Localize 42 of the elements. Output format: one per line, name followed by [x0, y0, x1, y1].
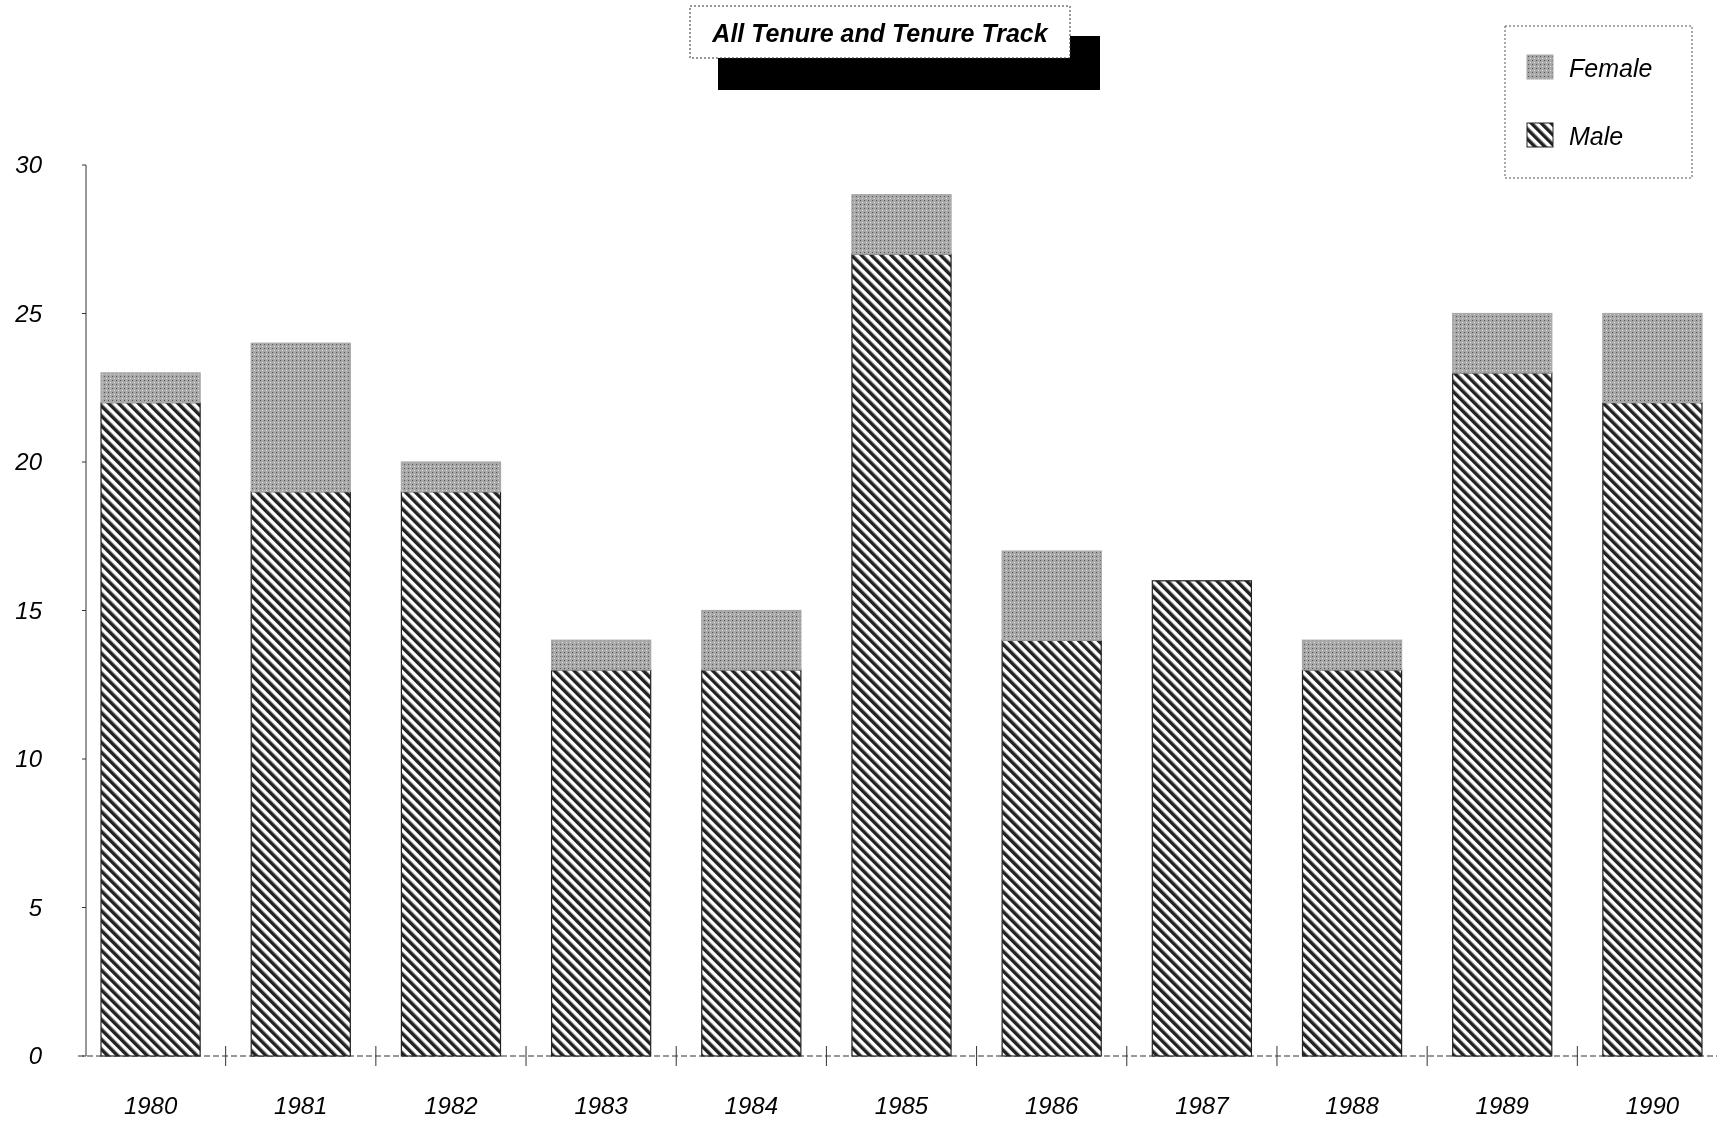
y-tick-label: 10: [15, 745, 43, 773]
x-tick-label: 1981: [274, 1092, 328, 1119]
x-tick-label: 1989: [1475, 1092, 1529, 1119]
y-tick-label: 15: [15, 596, 43, 624]
x-tick-label: 1980: [123, 1092, 178, 1119]
bar: [1151, 580, 1253, 1057]
x-tick-label: 1986: [1024, 1092, 1080, 1119]
bar: [1001, 639, 1102, 1057]
legend-label: Female: [1569, 53, 1653, 82]
bar: [100, 372, 201, 404]
y-tick-label: 30: [15, 151, 43, 179]
bar: [400, 491, 502, 1057]
bar: [100, 402, 201, 1057]
bar: [851, 194, 952, 255]
bar: [1301, 639, 1403, 671]
y-tick-label: 0: [28, 1042, 43, 1070]
bar: [250, 342, 351, 493]
bar: [550, 639, 652, 671]
x-tick-label: 1985: [874, 1092, 929, 1119]
x-tick-label: 1988: [1325, 1092, 1380, 1119]
bar: [550, 669, 652, 1057]
bar: [1602, 402, 1703, 1057]
bar: [1452, 372, 1553, 1057]
x-tick-label: 1990: [1625, 1092, 1680, 1119]
x-tick-label: 1983: [574, 1092, 629, 1119]
x-tick-label: 1984: [724, 1092, 779, 1119]
legend-label: Male: [1569, 121, 1624, 150]
y-tick-label: 20: [14, 448, 43, 476]
bar: [1602, 312, 1703, 404]
bar: [1452, 312, 1553, 374]
x-tick-label: 1987: [1175, 1092, 1231, 1119]
y-tick-label: 25: [14, 299, 43, 327]
bar: [1001, 550, 1102, 641]
bar: [1301, 669, 1403, 1057]
bar: [400, 461, 502, 493]
bar: [851, 253, 952, 1057]
bar: [701, 609, 802, 671]
x-tick-label: 1982: [424, 1092, 478, 1119]
y-tick-label: 5: [28, 893, 43, 921]
bar: [701, 669, 802, 1057]
bar: [250, 491, 351, 1057]
chart-title: All Tenure and Tenure Track: [711, 19, 1049, 47]
